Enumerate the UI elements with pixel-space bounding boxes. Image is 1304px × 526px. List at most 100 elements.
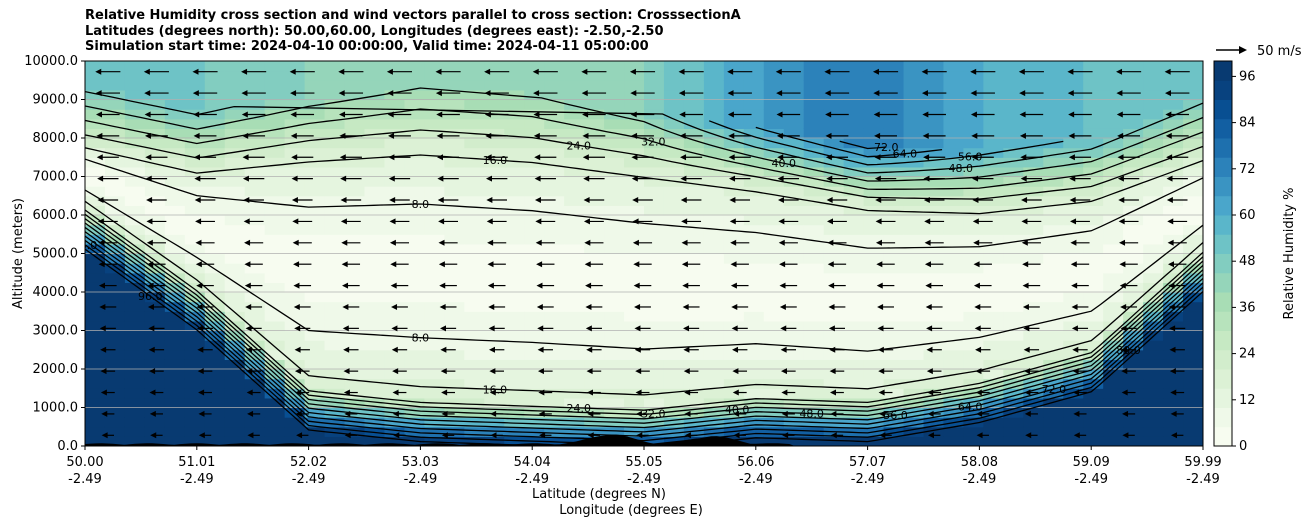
humidity-cell bbox=[883, 186, 905, 197]
humidity-cell bbox=[484, 378, 505, 389]
humidity-cell bbox=[204, 369, 226, 380]
humidity-cell bbox=[104, 89, 126, 101]
humidity-cell bbox=[1123, 417, 1144, 428]
humidity-cell bbox=[1103, 176, 1124, 187]
humidity-cell bbox=[683, 272, 705, 283]
humidity-cell bbox=[604, 340, 625, 351]
humidity-cell bbox=[843, 80, 865, 91]
wind-arrowhead bbox=[1020, 154, 1027, 161]
humidity-cell bbox=[963, 349, 984, 360]
humidity-cell bbox=[204, 186, 226, 197]
humidity-cell bbox=[843, 166, 865, 178]
humidity-cell bbox=[783, 186, 805, 197]
humidity-cell bbox=[404, 311, 425, 322]
humidity-cell bbox=[624, 118, 645, 129]
wind-arrowhead bbox=[830, 410, 837, 417]
humidity-cell bbox=[144, 436, 166, 446]
humidity-cell bbox=[304, 340, 326, 351]
humidity-cell bbox=[484, 99, 505, 110]
humidity-cell bbox=[244, 138, 266, 149]
humidity-cell bbox=[983, 234, 1004, 245]
humidity-cell bbox=[444, 157, 465, 168]
contour-line bbox=[85, 87, 1203, 182]
wind-arrowhead bbox=[1018, 68, 1025, 75]
humidity-cell bbox=[963, 215, 984, 226]
wind-arrowhead bbox=[583, 197, 590, 204]
humidity-cell bbox=[1183, 301, 1203, 312]
humidity-cell bbox=[124, 311, 146, 322]
humidity-cell bbox=[604, 70, 625, 81]
humidity-cell bbox=[703, 417, 725, 428]
humidity-cell bbox=[1143, 417, 1164, 428]
humidity-cell bbox=[644, 234, 665, 245]
humidity-cell bbox=[883, 388, 905, 399]
humidity-cell bbox=[464, 186, 485, 197]
humidity-cell bbox=[923, 436, 945, 446]
humidity-cell bbox=[504, 378, 525, 389]
humidity-cell bbox=[1183, 397, 1203, 409]
humidity-cell bbox=[723, 397, 745, 409]
humidity-cell bbox=[1083, 186, 1104, 197]
humidity-cell bbox=[504, 186, 525, 197]
humidity-cell bbox=[364, 320, 386, 332]
humidity-cell bbox=[324, 147, 346, 158]
humidity-cell bbox=[464, 109, 485, 120]
humidity-cell bbox=[663, 224, 685, 235]
humidity-cell bbox=[1143, 359, 1164, 370]
wind-arrowhead bbox=[533, 90, 540, 97]
humidity-cell bbox=[863, 80, 885, 91]
humidity-cell bbox=[1123, 99, 1144, 110]
humidity-cell bbox=[624, 99, 645, 110]
wind-arrowhead bbox=[96, 154, 103, 161]
humidity-cell bbox=[464, 349, 485, 360]
wind-arrowhead bbox=[680, 197, 687, 204]
humidity-cell bbox=[124, 397, 146, 409]
humidity-cell bbox=[1063, 186, 1084, 197]
wind-arrowhead bbox=[1067, 68, 1074, 75]
humidity-cell bbox=[723, 224, 745, 235]
wind-arrowhead bbox=[101, 410, 108, 417]
humidity-cell bbox=[304, 436, 326, 446]
humidity-cell bbox=[464, 99, 485, 110]
humidity-cell bbox=[85, 340, 106, 351]
humidity-cell bbox=[364, 282, 386, 293]
humidity-cell bbox=[803, 436, 825, 446]
humidity-cell bbox=[184, 340, 206, 351]
humidity-cell bbox=[1163, 99, 1184, 110]
wind-arrowhead bbox=[490, 410, 497, 417]
humidity-cell bbox=[883, 61, 905, 72]
y-tick-label: 9000.0 bbox=[33, 93, 79, 108]
humidity-cell bbox=[903, 186, 925, 197]
humidity-cell bbox=[1183, 166, 1203, 178]
wind-arrowhead bbox=[484, 68, 491, 75]
humidity-cell bbox=[843, 243, 865, 255]
wind-arrowhead bbox=[924, 261, 931, 268]
humidity-cell bbox=[224, 378, 246, 389]
humidity-cell bbox=[324, 109, 346, 120]
humidity-cell bbox=[683, 138, 705, 149]
wind-arrowhead bbox=[924, 218, 931, 225]
humidity-cell bbox=[1163, 128, 1184, 139]
contour-label: 64.0 bbox=[958, 401, 983, 414]
humidity-cell bbox=[1103, 369, 1124, 380]
humidity-cell bbox=[544, 272, 565, 283]
humidity-cell bbox=[1183, 157, 1203, 168]
wind-arrowhead bbox=[829, 389, 836, 396]
humidity-cell bbox=[1043, 205, 1064, 216]
wind-arrowhead bbox=[922, 132, 929, 139]
humidity-cell bbox=[1023, 311, 1044, 322]
humidity-cell bbox=[624, 407, 645, 418]
humidity-cell bbox=[504, 243, 525, 255]
humidity-cell bbox=[364, 263, 386, 274]
humidity-cell bbox=[903, 176, 925, 187]
humidity-cell bbox=[564, 349, 585, 360]
humidity-cell bbox=[564, 330, 585, 341]
humidity-cell bbox=[883, 205, 905, 216]
humidity-cell bbox=[564, 263, 585, 274]
humidity-cell bbox=[404, 118, 425, 129]
humidity-cell bbox=[1023, 436, 1044, 446]
humidity-cell bbox=[743, 128, 765, 139]
humidity-cell bbox=[244, 263, 266, 274]
humidity-cell bbox=[1083, 215, 1104, 226]
humidity-cell bbox=[244, 417, 266, 428]
